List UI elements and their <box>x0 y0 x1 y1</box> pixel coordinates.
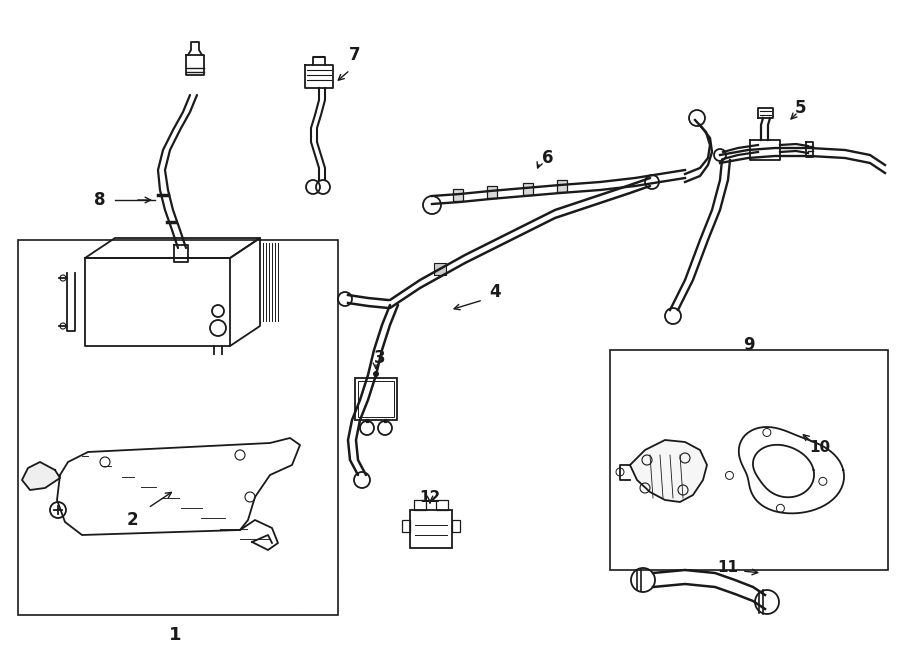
Text: 11: 11 <box>717 561 739 576</box>
Bar <box>18 240 338 615</box>
Bar <box>487 186 497 198</box>
Bar <box>452 520 460 532</box>
Bar <box>523 183 533 195</box>
Bar <box>610 350 888 570</box>
Bar <box>402 520 410 532</box>
Text: 6: 6 <box>542 149 554 167</box>
Text: 3: 3 <box>374 349 386 367</box>
Bar <box>358 381 394 417</box>
Polygon shape <box>630 440 707 502</box>
Bar <box>436 500 448 510</box>
Circle shape <box>373 371 379 377</box>
Bar <box>355 378 397 420</box>
Text: 10: 10 <box>809 440 831 455</box>
Bar <box>557 180 567 192</box>
Bar <box>410 510 452 548</box>
Bar <box>453 189 463 201</box>
Polygon shape <box>22 462 60 490</box>
Bar <box>414 500 426 510</box>
Text: 8: 8 <box>94 191 106 209</box>
Text: 4: 4 <box>490 283 500 301</box>
Text: 9: 9 <box>743 336 755 354</box>
Text: 12: 12 <box>419 490 441 504</box>
Text: 2: 2 <box>126 511 138 529</box>
Text: 5: 5 <box>794 99 806 117</box>
Bar <box>434 263 446 275</box>
Text: 7: 7 <box>349 46 361 64</box>
Text: 1: 1 <box>169 626 181 644</box>
